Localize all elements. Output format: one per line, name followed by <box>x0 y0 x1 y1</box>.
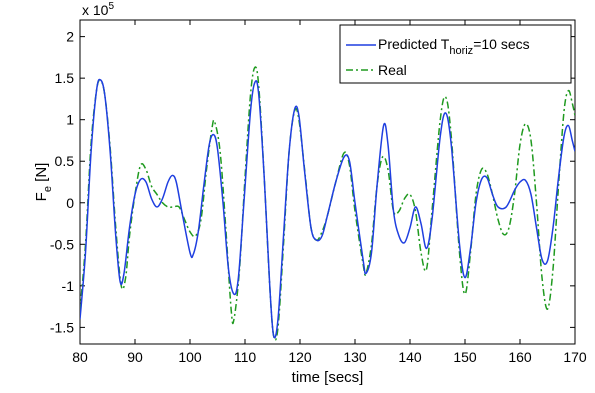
legend-label-predicted: Predicted Thoriz=10 secs <box>378 36 530 57</box>
y-axis-label: Fe [N] <box>33 163 54 202</box>
series-line-predicted <box>80 78 575 339</box>
y-tick-label: -1 <box>62 278 75 294</box>
y-tick-label: 1.5 <box>55 70 75 86</box>
x-tick-label: 140 <box>398 349 422 365</box>
legend-label-real: Real <box>378 62 407 78</box>
x-tick-label: 80 <box>72 349 88 365</box>
x-tick-label: 160 <box>508 349 532 365</box>
x-tick-label: 130 <box>343 349 367 365</box>
x-tick-label: 90 <box>127 349 143 365</box>
y-tick-label: -1.5 <box>50 319 74 335</box>
x-tick-label: 100 <box>178 349 202 365</box>
y-tick-label: 2 <box>66 29 74 45</box>
x-tick-label: 170 <box>563 349 587 365</box>
legend-box <box>339 24 572 84</box>
y-tick-label: 1 <box>66 112 74 128</box>
y-tick-label: 0 <box>66 195 74 211</box>
x-axis-label: time [secs] <box>292 369 364 386</box>
x-tick-label: 150 <box>453 349 477 365</box>
y-tick-label: -0.5 <box>50 236 74 252</box>
y-tick-label: 0.5 <box>55 153 75 169</box>
series-line-real <box>80 66 575 341</box>
y-exponent-label: x 105 <box>82 1 114 18</box>
x-tick-label: 120 <box>288 349 312 365</box>
x-tick-label: 110 <box>234 349 257 365</box>
